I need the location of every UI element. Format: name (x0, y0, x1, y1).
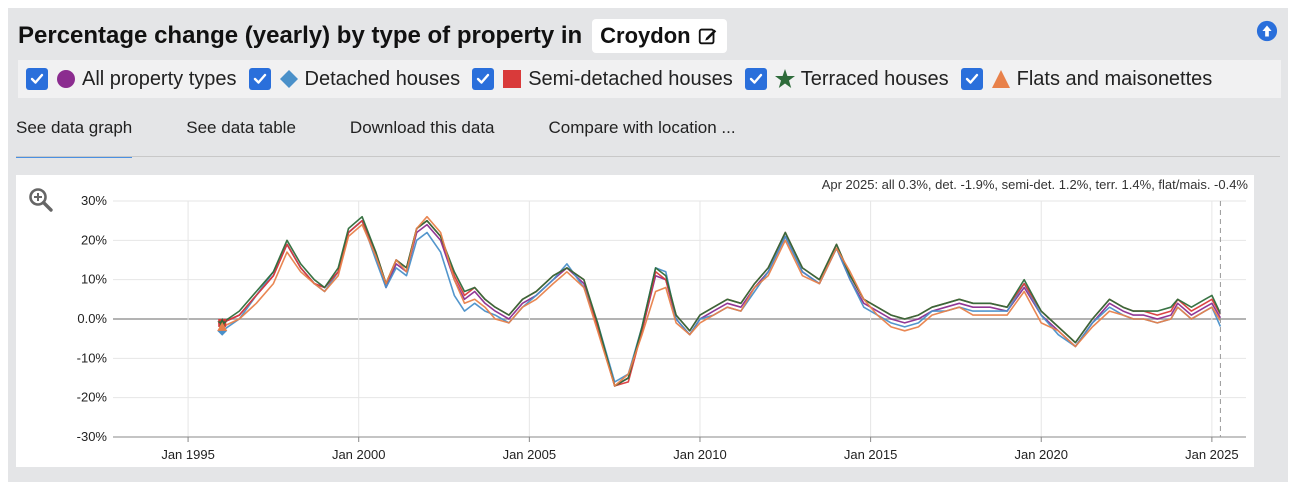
y-tick-label: 0.0% (77, 311, 107, 326)
x-tick-label: Jan 1995 (161, 447, 215, 462)
x-tick-label: Jan 2025 (1185, 447, 1239, 462)
series-line-detached-houses (221, 219, 1222, 383)
line-chart[interactable]: 30% 20% 10% 0.0% -10% -20% -30% Jan 1995 Jan 200… (16, 175, 1254, 467)
legend-item-terraced-houses[interactable]: Terraced houses (744, 67, 949, 91)
tab-divider (16, 156, 1280, 157)
chart-panel: Percentage change (yearly) by type of pr… (8, 8, 1288, 482)
chart-area: Apr 2025: all 0.3%, det. -1.9%, semi-det… (16, 175, 1254, 467)
diamond-marker-icon (279, 70, 298, 88)
edit-icon[interactable] (697, 25, 719, 47)
checkbox-icon[interactable] (248, 68, 271, 90)
y-tick-label: -20% (77, 390, 108, 405)
location-name: Croydon (600, 23, 691, 48)
tab-download-data[interactable]: Download this data (349, 118, 495, 137)
start-point-marker (217, 321, 228, 331)
square-marker-icon (503, 70, 522, 88)
series-line-flats-and-maisonettes (221, 215, 1222, 387)
hover-annotation: Apr 2025: all 0.3%, det. -1.9%, semi-det… (821, 177, 1248, 192)
tab-compare-location[interactable]: Compare with location ... (548, 118, 736, 137)
tab-see-data-graph[interactable]: See data graph (16, 116, 133, 158)
y-tick-label: -30% (77, 429, 108, 444)
y-tick-label: 20% (81, 232, 107, 247)
legend-label: Terraced houses (800, 67, 949, 90)
y-tick-label: 30% (81, 193, 107, 208)
legend-item-flats-and-maisonettes[interactable]: Flats and maisonettes (960, 67, 1213, 91)
checkbox-icon[interactable] (472, 68, 495, 90)
tab-see-data-table[interactable]: See data table (186, 118, 296, 137)
chart-title: Percentage change (yearly) by type of pr… (18, 22, 583, 49)
checkbox-icon[interactable] (26, 68, 48, 90)
legend-label: Detached houses (304, 67, 461, 90)
y-tick-label: -10% (77, 350, 108, 365)
checkbox-icon[interactable] (960, 68, 983, 90)
x-tick-label: Jan 2005 (503, 447, 557, 462)
legend-label: All property types (82, 67, 237, 90)
legend-item-semi-detached-houses[interactable]: Semi-detached houses (472, 68, 733, 91)
legend-label: Flats and maisonettes (1016, 67, 1213, 90)
legend-label: Semi-detached houses (528, 67, 733, 90)
circle-marker-icon (57, 70, 75, 88)
star-marker-icon (774, 69, 795, 88)
tab-bar: See data graph See data table Download t… (16, 116, 790, 158)
legend-item-all-property-types[interactable]: All property types (26, 68, 237, 91)
x-tick-label: Jan 2010 (673, 447, 727, 462)
x-tick-label: Jan 2020 (1014, 447, 1068, 462)
zoom-icon[interactable] (28, 187, 54, 213)
location-selector[interactable]: Croydon (592, 19, 727, 53)
checkbox-icon[interactable] (744, 68, 767, 90)
legend-item-detached-houses[interactable]: Detached houses (248, 67, 461, 91)
title-row: Percentage change (yearly) by type of pr… (18, 16, 727, 56)
legend: All property types Detached houses Semi-de… (18, 60, 1281, 98)
triangle-marker-icon (991, 70, 1010, 88)
y-tick-label: 10% (81, 272, 107, 287)
x-tick-label: Jan 2015 (844, 447, 898, 462)
scroll-up-icon[interactable] (1256, 20, 1278, 42)
x-tick-label: Jan 2000 (332, 447, 386, 462)
series-line-terraced-houses (221, 215, 1222, 387)
